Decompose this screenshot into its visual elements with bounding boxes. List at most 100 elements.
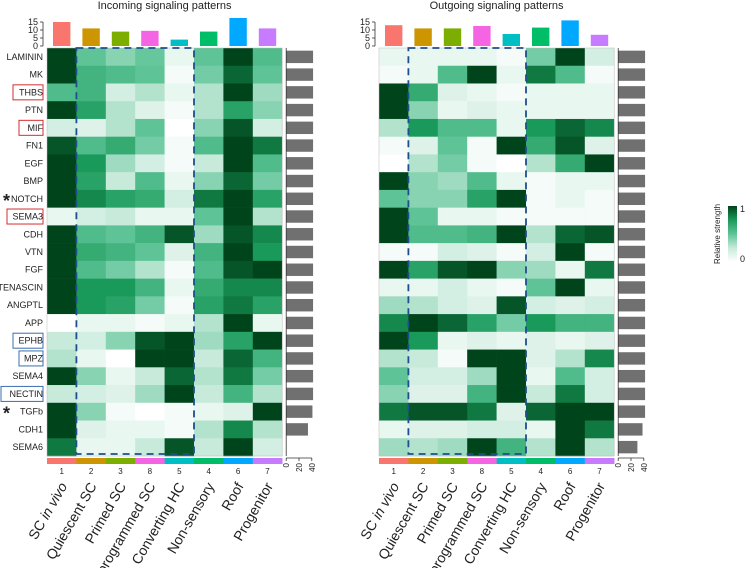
heatmap-cell: [47, 189, 77, 208]
pathway-label: EPHB: [18, 336, 43, 346]
heatmap-cell: [408, 118, 439, 137]
heatmap-cell: [135, 118, 165, 137]
heatmap-cell: [194, 207, 224, 226]
heatmap-cell: [164, 172, 195, 191]
heatmap-cell: [379, 48, 409, 67]
heatmap-cell: [164, 101, 195, 120]
heatmap-cell: [526, 101, 556, 120]
pathway-label: PTN: [25, 105, 43, 115]
heatmap-cell: [555, 260, 586, 279]
heatmap-cell: [135, 48, 165, 67]
heatmap-cell: [496, 420, 527, 439]
heatmap-cell: [408, 83, 439, 102]
pathway-label: TGFb: [20, 407, 43, 417]
heatmap-cell: [194, 172, 224, 191]
heatmap-cell: [105, 101, 136, 120]
row-bar: [618, 103, 646, 117]
heatmap-cell: [437, 48, 468, 67]
heatmap-cell: [408, 314, 439, 333]
top-axis-tick-label: 15: [360, 17, 370, 27]
row-bar: [286, 245, 314, 259]
heatmap-cell: [408, 189, 439, 208]
top-bar-7: [258, 28, 277, 46]
heatmap-cell: [496, 101, 527, 120]
heatmap-cell: [105, 314, 136, 333]
heatmap-cell: [584, 243, 615, 262]
heatmap-cell: [437, 101, 468, 120]
heatmap-cell: [223, 402, 254, 421]
heatmap-cell: [135, 402, 165, 421]
heatmap-cell: [584, 438, 615, 457]
heatmap-cell: [437, 278, 468, 297]
heatmap-cell: [105, 136, 136, 155]
heatmap-cell: [555, 225, 586, 244]
heatmap-cell: [408, 172, 439, 191]
heatmap-cell: [584, 172, 615, 191]
top-axis-tick-label: 0: [365, 41, 370, 51]
heatmap-cell: [467, 314, 497, 333]
heatmap-cell: [555, 331, 586, 350]
heatmap-cell: [526, 296, 556, 315]
heatmap-cell: [379, 402, 409, 421]
heatmap-cell: [47, 438, 77, 457]
top-bar-1: [53, 22, 71, 46]
pathway-label: NECTIN: [10, 389, 44, 399]
heatmap-cell: [379, 314, 409, 333]
row-bar: [618, 352, 646, 365]
top-bar-3: [111, 31, 130, 46]
heatmap-cell: [105, 296, 136, 315]
heatmap-cell: [379, 367, 409, 386]
row-bar: [618, 299, 646, 312]
heatmap-cell: [135, 136, 165, 155]
heatmap-cell: [526, 367, 556, 386]
heatmap-cell: [584, 296, 615, 315]
heatmap-cell: [76, 402, 107, 421]
pathway-label: APP: [25, 318, 43, 328]
row-bar: [286, 174, 314, 188]
heatmap-cell: [555, 385, 586, 404]
heatmap-cell: [164, 243, 195, 262]
right-axis-tick-label: 0: [282, 462, 291, 467]
heatmap-cell: [252, 48, 283, 67]
heatmap-cell: [584, 225, 615, 244]
heatmap-cell: [496, 189, 527, 208]
heatmap-cell: [467, 225, 497, 244]
heatmap-cell: [526, 189, 556, 208]
dashed-highlight-box: [407, 47, 527, 455]
top-bar-8: [473, 26, 491, 46]
heatmap-cell: [467, 296, 497, 315]
heatmap-cell: [526, 331, 556, 350]
heatmap-cell: [584, 314, 615, 333]
heatmap-cell: [47, 101, 77, 120]
heatmap-cell: [194, 118, 224, 137]
heatmap-cell: [47, 278, 77, 297]
group-number-label: 4: [206, 467, 211, 476]
heatmap-cell: [194, 225, 224, 244]
row-bar: [286, 299, 314, 312]
top-axis-tick-label: 5: [365, 33, 370, 43]
heatmap-cell: [252, 83, 283, 102]
group-color-strip-8: [467, 458, 497, 464]
heatmap-cell: [408, 296, 439, 315]
heatmap-cell: [135, 314, 165, 333]
heatmap-cell: [105, 385, 136, 404]
top-axis-tick-label: 15: [28, 17, 38, 27]
heatmap-cell: [164, 207, 195, 226]
group-number-label: 3: [118, 467, 123, 476]
heatmap-cell: [135, 154, 165, 173]
heatmap-cell: [437, 349, 468, 368]
pathway-label: ANGPTL: [7, 300, 43, 310]
heatmap-cell: [47, 243, 77, 262]
heatmap-cell: [252, 225, 283, 244]
group-color-strip-2: [408, 458, 439, 464]
heatmap-cell: [223, 189, 254, 208]
row-bar: [286, 103, 314, 117]
top-bar-2: [82, 28, 100, 46]
heatmap-cell: [496, 349, 527, 368]
heatmap-cell: [47, 65, 77, 84]
heatmap-cell: [252, 136, 283, 155]
heatmap-cell: [437, 260, 468, 279]
heatmap-cell: [194, 349, 224, 368]
heatmap-cell: [467, 172, 497, 191]
heatmap-cell: [135, 260, 165, 279]
